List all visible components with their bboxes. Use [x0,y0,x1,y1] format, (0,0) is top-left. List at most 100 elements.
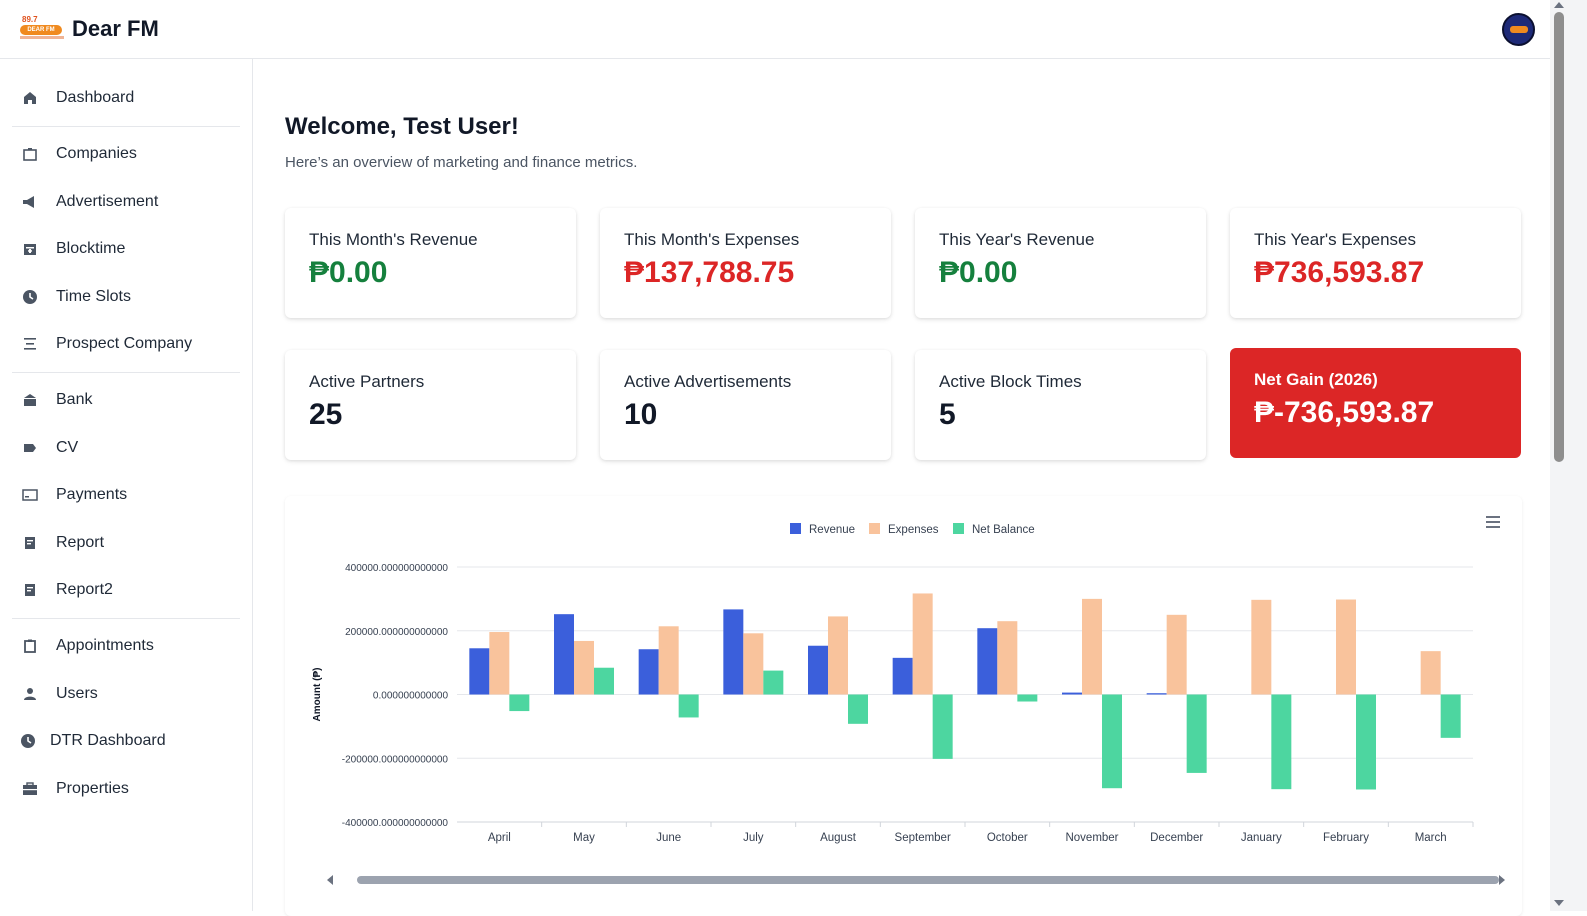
scrollbar-thumb[interactable] [357,876,1499,884]
bar-expenses [1420,651,1441,695]
sidebar-item-label: Report2 [56,581,113,598]
stat-card-title: This Year's Expenses [1254,230,1417,249]
stat-card-month-expenses: This Month's Expenses ₱137,788.75 [600,208,891,318]
sidebar-item-label: Dashboard [56,89,135,106]
bar-expenses [743,633,764,695]
x-tick-label: September [895,832,951,844]
x-tick-label: December [1150,832,1203,844]
sidebar-item-blocktime[interactable]: Blocktime [12,230,240,268]
sidebar-divider [12,372,240,373]
sidebar-item-report2[interactable]: Report2 [12,571,240,609]
sidebar-item-users[interactable]: Users [12,675,240,713]
top-bar: 89.7 DEAR FM Dear FM [0,0,1550,59]
scroll-left-icon[interactable] [325,874,335,886]
stat-card-value: 10 [624,398,658,431]
sidebar-item-payments[interactable]: Payments [12,476,240,514]
stat-card-net-gain: Net Gain (2026) ₱-736,593.87 [1230,348,1521,458]
bar-revenue [554,614,574,695]
stat-card-value: 25 [309,398,343,431]
sidebar-item-label: Advertisement [56,193,159,210]
home-icon [20,88,40,108]
megaphone-icon [20,192,40,212]
legend-swatch [790,523,801,534]
legend-label: Revenue [809,524,855,536]
brand[interactable]: 89.7 DEAR FM Dear FM [20,15,159,43]
user-icon [20,684,40,704]
sidebar-item-properties[interactable]: Properties [12,770,240,808]
bar-revenue [977,628,998,695]
stat-card-title: Active Partners [309,372,425,391]
bar-net-balance [1017,694,1038,702]
sidebar-item-label: Report [56,534,105,551]
legend-label: Net Balance [972,524,1035,536]
sidebar-divider [12,126,240,127]
sidebar-item-appointments[interactable]: Appointments [12,627,240,665]
bar-revenue [892,657,913,695]
bar-net-balance [509,694,530,712]
sidebar-item-label: Users [56,685,98,702]
scrollbar-thumb[interactable] [1554,12,1564,462]
bar-net-balance [1440,694,1461,738]
sidebar-item-label: Blocktime [56,240,126,257]
sidebar-item-bank[interactable]: Bank [12,381,240,419]
chart-menu-icon[interactable] [1486,516,1500,528]
calendar-icon [20,239,40,259]
sidebar-item-label: CV [56,439,79,456]
bar-net-balance [932,694,953,759]
bar-revenue [1146,693,1167,695]
x-tick-label: November [1065,832,1118,844]
x-tick-label: May [573,832,595,844]
scroll-right-icon[interactable] [1497,874,1507,886]
sidebar-item-time-slots[interactable]: Time Slots [12,278,240,316]
sidebar-item-prospect-company[interactable]: Prospect Company [12,325,240,363]
x-tick-label: April [488,832,511,844]
y-tick-label: -400000.000000000000 [342,818,449,829]
x-tick-label: July [743,832,764,844]
stat-card-value: ₱-736,593.87 [1254,396,1435,429]
sidebar-item-label: DTR Dashboard [50,732,166,749]
page-title: Welcome, Test User! [285,113,519,140]
sidebar-item-dashboard[interactable]: Dashboard [12,79,240,117]
bar-revenue [469,648,490,695]
legend-label: Expenses [888,524,939,536]
scroll-down-icon[interactable] [1554,900,1564,906]
sidebar-item-label: Companies [56,145,137,162]
bar-revenue [723,609,744,695]
bar-expenses [489,632,510,695]
sidebar-item-label: Properties [56,780,129,797]
sidebar-item-report[interactable]: Report [12,524,240,562]
stat-card-month-revenue: This Month's Revenue ₱0.00 [285,208,576,318]
brand-logo: 89.7 DEAR FM [20,15,64,43]
bar-revenue [638,649,659,695]
page-vertical-scrollbar[interactable] [1550,0,1587,911]
legend-swatch [953,523,964,534]
chart-horizontal-scrollbar[interactable] [325,873,1505,886]
stat-card-value: ₱0.00 [939,256,1018,289]
sidebar-item-label: Appointments [56,637,154,654]
bar-expenses [1166,614,1187,695]
page-subtitle: Here’s an overview of marketing and fina… [285,154,638,171]
scroll-up-icon[interactable] [1554,2,1564,8]
sidebar-item-cv[interactable]: CV [12,429,240,467]
user-avatar[interactable] [1502,13,1535,46]
document-icon [20,533,40,553]
bar-expenses [912,593,933,695]
stat-card-title: This Year's Revenue [939,230,1095,249]
sidebar-item-companies[interactable]: Companies [12,135,240,173]
clock-icon [20,287,40,307]
bar-expenses [658,626,679,695]
bank-icon [20,390,40,410]
sidebar-item-advertisement[interactable]: Advertisement [12,183,240,221]
document-icon [20,580,40,600]
finance-bar-chart: 400000.000000000000 200000.000000000000 0.… [312,523,1474,844]
bar-expenses [828,616,848,695]
brand-name: Dear FM [72,16,159,41]
sidebar-item-dtr-dashboard[interactable]: DTR Dashboard [12,722,240,760]
bar-net-balance [763,670,784,695]
stat-card-title: Active Block Times [939,372,1082,391]
y-tick-label: 0.000000000000 [373,691,449,702]
bar-net-balance [1102,694,1122,789]
x-tick-label: August [820,832,857,844]
stat-card-value: ₱0.00 [309,256,388,289]
x-tick-label: October [987,832,1028,844]
